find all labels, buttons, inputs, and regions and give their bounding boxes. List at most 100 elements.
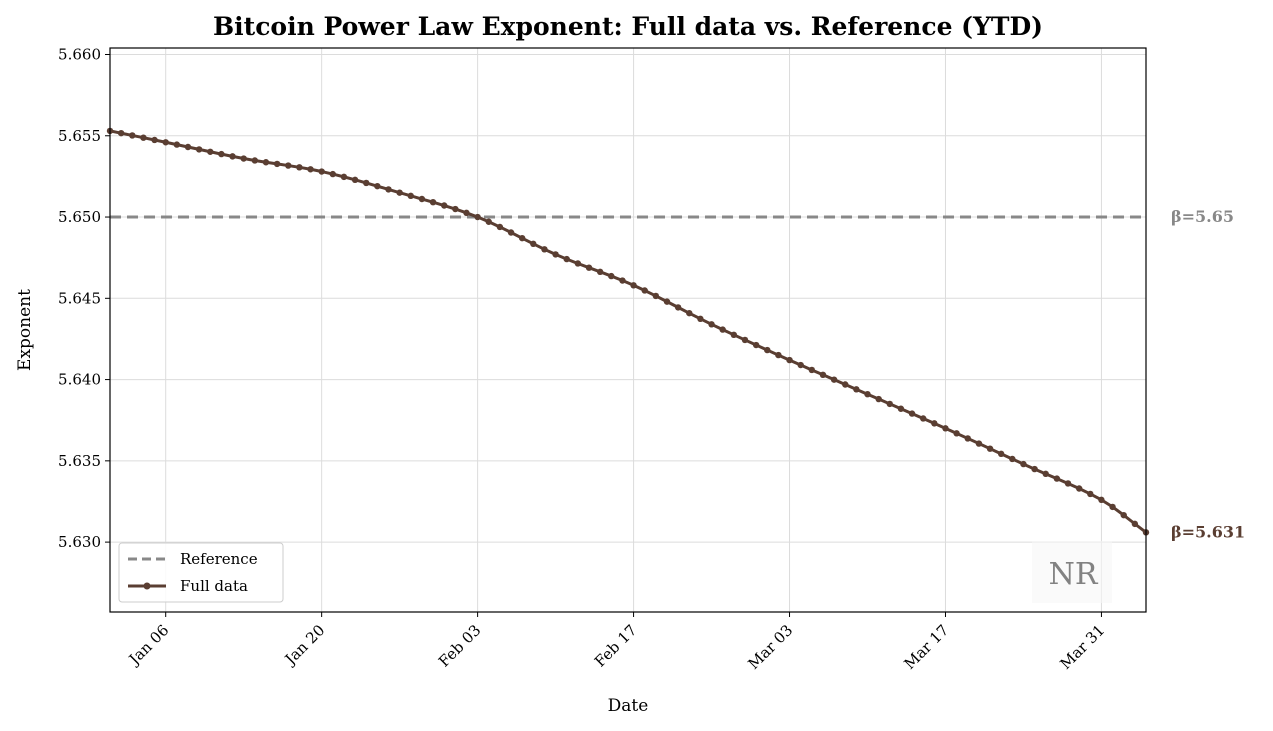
full-data-point [908,410,916,417]
full-data-point [307,166,314,173]
full-data-point [797,361,804,369]
full-data-point [853,386,860,393]
full-data-point [541,246,548,253]
full-data-line [109,129,1147,534]
full-data-point [1053,475,1061,482]
full-data-point [652,292,660,300]
full-data-point [563,255,570,263]
full-data-point [207,148,214,155]
full-data-point [251,157,259,164]
full-data-point [953,430,960,437]
legend-full-data-marker [143,582,151,590]
full-data-point [1031,465,1038,473]
full-data-point [630,282,637,289]
full-data-point [1120,511,1127,519]
legend-full-data-label: Full data [180,577,248,595]
full-data-point [262,159,270,166]
full-data-point [1098,496,1105,504]
full-data-point [775,351,782,359]
full-data-point [1009,455,1016,463]
y-tick-label: 5.640 [58,371,101,389]
grid-lines [110,48,1146,612]
full-data-point [162,139,169,146]
full-data-point [1109,503,1116,511]
full-data-point [273,160,281,168]
full-data-point [1087,490,1094,498]
chart-title: Bitcoin Power Law Exponent: Full data vs… [213,12,1043,41]
x-tick-label: Jan 06 [124,621,172,669]
beta-annotation: β=5.65 [1171,207,1234,226]
full-data-point [329,170,336,178]
full-data-point [296,164,303,171]
full-data-point [195,146,203,153]
full-data-point [964,435,971,442]
full-data-point [184,143,192,151]
full-data-point [530,240,537,248]
full-data-point [786,356,793,364]
full-data-point [151,136,158,144]
full-data-point [931,420,938,427]
full-data-point [886,400,893,408]
full-data-point [752,341,760,349]
y-axis-label: Exponent [15,289,35,371]
x-tick-label: Jan 20 [280,621,328,669]
y-tick-label: 5.630 [58,533,101,551]
watermark-text: NR [1049,557,1099,592]
full-data-point [596,268,604,276]
y-tick-label: 5.635 [58,452,101,470]
full-data-point [719,326,726,333]
full-data-point [574,260,582,267]
full-data-point [608,272,615,280]
full-data-point [1064,480,1072,487]
full-data-point [518,234,526,242]
full-data-point [440,202,448,209]
plot-frame [109,47,1147,613]
full-data-point [997,450,1005,458]
series-layer [106,127,1150,536]
full-data-point [730,331,738,339]
full-data-point [708,321,715,328]
x-tick-label: Feb 17 [591,621,640,670]
x-tick-label: Mar 31 [1056,621,1108,673]
full-data-point [129,132,136,139]
full-data-point [764,346,771,354]
full-data-point [1042,470,1049,478]
full-data-point [351,176,359,184]
full-data-point [552,251,559,258]
full-data-point [218,150,225,158]
x-axis-label: Date [608,696,649,716]
watermark: NR [1032,541,1112,603]
full-data-point [485,218,492,225]
y-tick-label: 5.645 [58,289,101,307]
full-data-point [674,304,682,311]
legend: Reference Full data [118,542,284,603]
legend-reference-label: Reference [180,550,258,568]
full-data-point [686,309,693,317]
full-data-point [396,189,403,196]
full-data-point [374,182,381,190]
full-data-point [117,129,125,137]
full-data-point [1020,460,1027,468]
full-data-point [663,298,671,305]
full-data-point [864,391,871,398]
full-data-point [741,336,749,344]
full-data-point [507,229,515,236]
y-tick-label: 5.655 [58,127,101,145]
full-data-point [819,371,827,379]
y-tick-label: 5.660 [58,46,101,64]
full-data-point [975,440,983,447]
full-data-point [641,287,648,294]
x-tick-label: Feb 03 [435,621,484,670]
full-data-point [407,192,414,200]
full-data-point [585,264,593,271]
full-data-point [318,168,325,175]
x-tick-label: Mar 03 [745,621,797,673]
full-data-point [363,179,370,187]
y-tick-label: 5.650 [58,208,101,226]
beta-annotation: β=5.631 [1171,522,1245,541]
full-data-point [340,173,348,181]
full-data-point [463,209,470,217]
full-data-point [986,445,994,452]
full-data-point [830,376,838,383]
full-data-point [429,199,437,206]
